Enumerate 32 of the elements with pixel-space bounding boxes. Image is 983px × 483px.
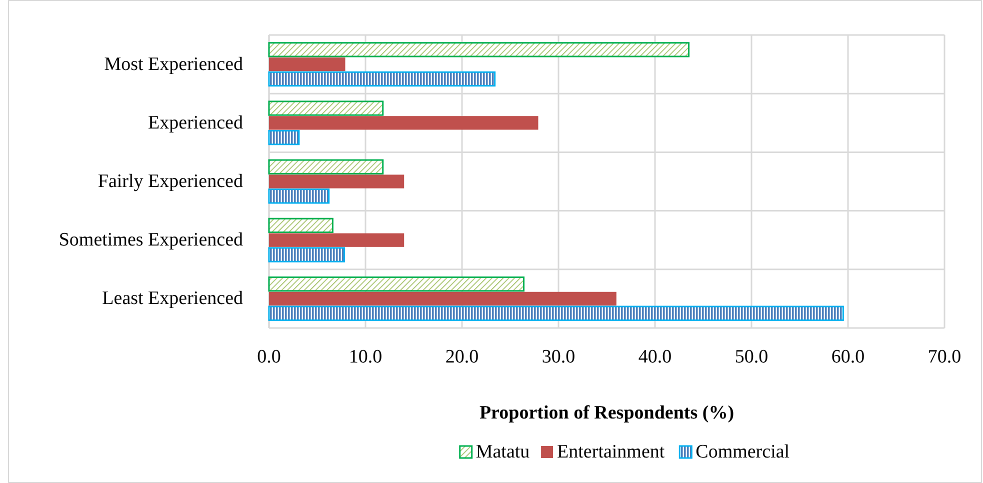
legend-label: Commercial (696, 442, 790, 462)
bar (268, 306, 844, 321)
bar (268, 188, 330, 204)
y-tick-label: Least Experienced (102, 288, 244, 310)
bar (269, 174, 404, 188)
y-tick-label: Experienced (148, 112, 244, 134)
x-tick-label: 10.0 (348, 346, 382, 368)
x-tick-label: 70.0 (928, 346, 962, 368)
legend-label: Matatu (476, 442, 530, 462)
bar (268, 71, 496, 87)
bar (268, 247, 346, 262)
bar (268, 130, 300, 146)
x-axis-title: Proportion of Respondents (%) (479, 402, 734, 424)
y-tick-label: Fairly Experienced (98, 171, 244, 192)
bar (269, 116, 538, 130)
x-tick-label: 50.0 (734, 346, 768, 368)
bar (269, 233, 404, 247)
bar (269, 292, 616, 306)
bar (268, 159, 384, 174)
x-tick-label: 40.0 (638, 346, 672, 368)
x-tick-label: 60.0 (831, 346, 865, 368)
legend-label: Entertainment (557, 442, 666, 462)
bar (268, 276, 525, 292)
x-tick-label: 20.0 (445, 346, 479, 368)
bar (268, 218, 334, 234)
x-tick-label: 30.0 (542, 346, 576, 368)
x-tick-label: 0.0 (257, 346, 281, 368)
bar (268, 100, 384, 116)
y-tick-label: Most Experienced (104, 54, 244, 75)
bar (269, 57, 346, 72)
bar (268, 42, 690, 58)
y-tick-label: Sometimes Experienced (58, 230, 244, 251)
